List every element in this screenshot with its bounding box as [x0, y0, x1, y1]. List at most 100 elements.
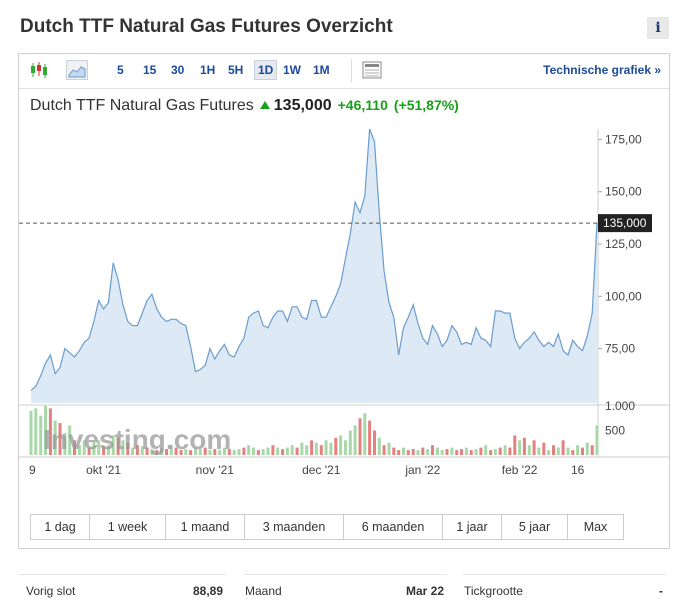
x-tick-label: jan '22	[404, 463, 440, 477]
x-tick-label: nov '21	[196, 463, 235, 477]
volume-bar	[581, 447, 584, 455]
range-1-week[interactable]: 1 week	[89, 514, 166, 540]
volume-bar	[329, 442, 333, 455]
timeframe-1w[interactable]: 1W	[283, 63, 301, 77]
volume-bar	[73, 440, 76, 455]
price-chart[interactable]: 175,00 150,00 125,00 100,00 75,00 135,000 1.00…	[19, 89, 669, 510]
instrument-name: Dutch TTF Natural Gas Futures	[30, 97, 254, 114]
volume-bar	[527, 445, 531, 455]
range-5-jaar[interactable]: 5 jaar	[501, 514, 568, 540]
volume-bar	[392, 447, 396, 455]
volume-bar	[34, 408, 38, 455]
timeframe-5h[interactable]: 5H	[228, 63, 244, 77]
x-tick-label: feb '22	[502, 463, 538, 477]
volume-bar	[116, 437, 120, 455]
volume-bar	[145, 447, 149, 455]
range-1-dag[interactable]: 1 dag	[30, 514, 90, 540]
instrument-change-percent: (+51,87%)	[393, 97, 459, 113]
range-1-jaar[interactable]: 1 jaar	[442, 514, 502, 540]
volume-bar	[131, 447, 135, 455]
technical-chart-link[interactable]: Technische grafiek »	[543, 63, 661, 77]
volume-bar	[595, 425, 599, 455]
volume-bar	[532, 440, 536, 455]
range-max[interactable]: Max	[567, 514, 624, 540]
price-area-fill	[31, 129, 597, 403]
volume-bar	[247, 445, 251, 455]
volume-bar	[174, 447, 178, 455]
volume-bar	[169, 445, 173, 455]
volume-bar	[223, 447, 226, 455]
volume-bar	[77, 445, 81, 455]
volume-bar	[561, 440, 565, 455]
chart-area: Dutch TTF Natural Gas Futures 135,000 +46,…	[19, 89, 669, 510]
volume-bar	[416, 450, 420, 455]
volume-bar	[310, 440, 314, 455]
stat-value: Mar 22	[405, 584, 444, 598]
volume-bar	[455, 450, 459, 455]
toolbar-separator	[351, 59, 352, 83]
volume-bar	[111, 435, 115, 455]
y-tick-label: 175,00	[605, 132, 642, 146]
timeframe-1h[interactable]: 1H	[200, 63, 216, 77]
y-tick-label: 75,00	[605, 342, 635, 356]
volume-bar	[324, 440, 328, 455]
volume-bar	[160, 447, 164, 455]
volume-bar	[363, 413, 367, 455]
volume-bar	[227, 449, 231, 455]
range-1-maand[interactable]: 1 maand	[165, 514, 245, 540]
volume-bar	[479, 447, 483, 455]
volume-bar	[576, 445, 580, 455]
candlestick-icon[interactable]	[29, 60, 51, 80]
x-tick-label: dec '21	[302, 463, 341, 477]
table-view-icon[interactable]	[361, 60, 383, 80]
volume-bar	[566, 447, 570, 455]
volume-bar	[53, 420, 57, 455]
current-price-label: 135,000	[603, 216, 647, 230]
volume-bar	[411, 449, 415, 455]
volume-bar	[63, 432, 67, 455]
volume-bar	[368, 420, 372, 455]
volume-bar	[397, 450, 401, 455]
volume-bar	[334, 437, 338, 455]
instrument-change: +46,110	[337, 97, 388, 113]
volume-bar	[44, 405, 47, 455]
volume-bar	[353, 425, 357, 455]
volume-bar	[276, 447, 280, 455]
range-selector: 1 dag 1 week 1 maand 3 maanden 6 maanden 1 ja…	[30, 514, 624, 540]
volume-bar	[450, 447, 454, 455]
range-6-maanden[interactable]: 6 maanden	[343, 514, 443, 540]
timeframe-5[interactable]: 5	[117, 63, 124, 77]
stats-bar: Vorig slot 88,89 Maand Mar 22 Tickgrootte -	[0, 574, 680, 602]
chart-toolbar: 5 15 30 1H 5H 1D 1W 1M Technische grafiek »	[19, 54, 669, 89]
timeframe-30[interactable]: 30	[171, 63, 185, 77]
volume-bar	[126, 442, 130, 455]
info-button[interactable]: i	[647, 17, 669, 39]
volume-bar	[261, 449, 265, 455]
range-3-maanden[interactable]: 3 maanden	[244, 514, 344, 540]
timeframe-1d[interactable]: 1D	[254, 60, 278, 80]
timeframe-1m[interactable]: 1M	[313, 63, 330, 77]
y-tick-label: 125,00	[605, 237, 642, 251]
volume-bar	[348, 430, 352, 455]
instrument-price: 135,000	[273, 97, 332, 114]
timeframe-15[interactable]: 15	[143, 63, 157, 77]
volume-bar	[106, 445, 110, 455]
volume-bar	[305, 445, 309, 455]
volume-bar	[343, 440, 347, 455]
volume-bar	[165, 449, 168, 455]
stat-label: Tickgrootte	[464, 584, 523, 598]
stat-label: Vorig slot	[26, 584, 76, 598]
volume-bar	[203, 447, 207, 455]
volume-bar	[237, 449, 241, 455]
area-chart-icon[interactable]	[66, 60, 88, 80]
volume-bar	[48, 408, 52, 455]
volume-bar	[469, 450, 473, 455]
stat-value: -	[659, 584, 663, 598]
volume-bar	[445, 449, 449, 455]
arrow-up-icon	[259, 101, 270, 109]
investing-watermark: Investing.com	[43, 424, 231, 455]
current-price-box	[598, 214, 652, 233]
volume-bar	[382, 445, 386, 455]
volume-bar	[542, 442, 546, 455]
volume-bar	[406, 450, 410, 455]
